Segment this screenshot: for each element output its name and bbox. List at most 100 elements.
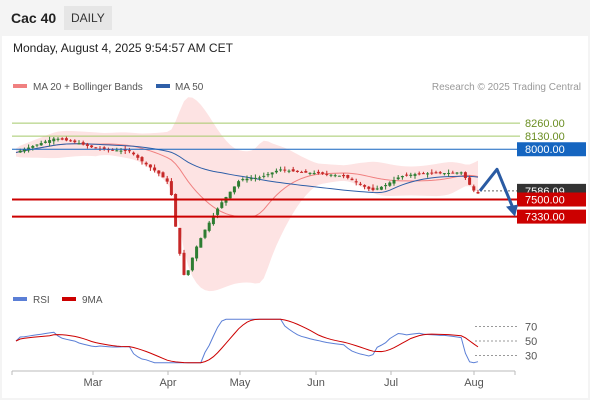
legend-swatch-bollinger [13, 84, 27, 88]
candle-body [291, 169, 295, 172]
candle-body [308, 172, 312, 174]
candle-body [203, 229, 207, 238]
candle-body [333, 175, 337, 177]
rsi-line [15, 318, 479, 364]
candle-body [85, 144, 89, 146]
period-button[interactable]: DAILY [64, 6, 112, 30]
candle-body [388, 182, 392, 186]
candle-body [346, 175, 350, 178]
candle-body [304, 171, 308, 173]
candle-body [161, 172, 165, 178]
instrument-title: Cac 40 [11, 10, 57, 26]
candle-body [392, 180, 396, 184]
x-tick-Apr: Apr [159, 377, 176, 389]
candle-body [245, 178, 249, 181]
candle-body [421, 173, 425, 175]
candle-body [123, 149, 127, 151]
rsi-tick-50: 50 [525, 336, 537, 348]
candle-body [81, 142, 85, 145]
candle-body [69, 140, 73, 142]
candle-body [111, 149, 115, 151]
candle-body [358, 183, 362, 185]
legend-swatch-rsi [13, 297, 27, 301]
candle-body [447, 172, 451, 174]
candle-body [417, 173, 421, 175]
rsi-tick-70: 70 [525, 322, 537, 334]
candle-body [442, 173, 446, 175]
candle-body [132, 152, 136, 155]
candle-body [342, 174, 346, 177]
candle-body [463, 172, 467, 178]
candle-body [140, 157, 144, 162]
candle-body [56, 138, 60, 140]
candle-body [241, 179, 245, 181]
candle-body [367, 186, 371, 189]
x-tick-Jun: Jun [307, 377, 325, 389]
candle-body [136, 155, 140, 158]
candle-body [249, 178, 253, 180]
candle-body [354, 181, 358, 183]
candle-body [73, 140, 77, 143]
level-label-8130.00: 8130.00 [525, 131, 565, 143]
legend-label-bollinger: MA 20 + Bollinger Bands [33, 82, 143, 93]
candle-body [31, 146, 35, 148]
candle-body [190, 257, 194, 271]
candle-body [153, 167, 157, 171]
candle-body [220, 202, 224, 208]
candle-body [60, 138, 64, 140]
candle-body [270, 172, 274, 175]
candle-body [430, 172, 434, 174]
candle-body [266, 174, 270, 176]
candle-body [337, 175, 341, 177]
candle-body [413, 174, 417, 176]
chart-datetime: Monday, August 4, 2025 9:54:57 AM CET [13, 41, 233, 55]
candle-body [127, 150, 131, 152]
candle-body [375, 188, 379, 190]
candle-body [384, 185, 388, 187]
candle-body [237, 181, 241, 187]
candle-body [178, 227, 182, 254]
candle-body [438, 172, 442, 174]
candle-body [400, 176, 404, 178]
candle-body [321, 172, 325, 174]
rsi-plot: 70 50 30 [15, 318, 537, 364]
candle-body [52, 138, 56, 142]
candle-body [195, 246, 199, 259]
candle-body [22, 149, 26, 152]
candle-body [371, 187, 375, 191]
candle-body [119, 150, 123, 152]
candle-body [64, 138, 68, 141]
candle-body [90, 145, 94, 148]
x-tick-Aug: Aug [464, 377, 484, 389]
forecast-arrow [478, 167, 516, 212]
legend-label-rsi-ma: 9MA [82, 295, 103, 306]
candle-body [115, 150, 119, 152]
candle-body [325, 173, 329, 175]
x-axis: Mar Apr May Jun Jul Aug [11, 370, 516, 389]
candle-body [39, 143, 43, 146]
candle-body [258, 177, 262, 179]
x-tick-May: May [230, 377, 251, 389]
candle-body [165, 178, 169, 182]
candle-body [396, 177, 400, 180]
candle-body [283, 169, 287, 171]
legend-swatch-ma50 [156, 84, 170, 88]
candle-body [35, 144, 39, 146]
candle-body [434, 172, 438, 174]
level-label-8260.00: 8260.00 [525, 118, 565, 130]
candle-body [94, 147, 98, 149]
candle-body [274, 170, 278, 173]
candle-body [211, 215, 215, 225]
candle-body [459, 172, 463, 174]
candle-body [379, 186, 383, 190]
candle-body [279, 169, 283, 171]
candle-body [18, 150, 22, 153]
level-label-7500.00: 7500.00 [525, 195, 565, 207]
rsi-ma-line [15, 318, 479, 364]
forecast-arrowhead [506, 204, 518, 217]
candle-body [350, 178, 354, 181]
candle-body [472, 186, 476, 191]
candle-body [262, 175, 266, 177]
candle-body [48, 140, 52, 143]
candle-body [77, 143, 81, 145]
